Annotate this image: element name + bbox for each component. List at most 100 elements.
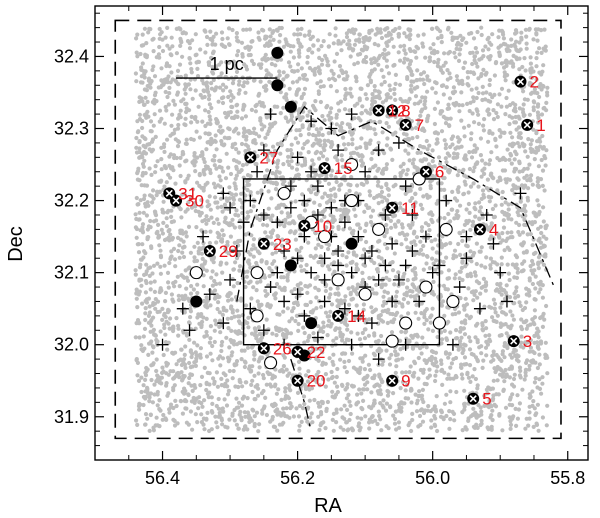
- field-star: [539, 50, 544, 56]
- field-star: [175, 274, 180, 279]
- field-star: [193, 363, 198, 368]
- field-star: [208, 303, 213, 308]
- field-star: [441, 92, 446, 97]
- field-star: [370, 414, 375, 419]
- field-star: [374, 291, 379, 296]
- field-star: [259, 391, 264, 396]
- field-star: [409, 83, 414, 88]
- field-star: [313, 253, 318, 258]
- field-star: [245, 173, 251, 178]
- field-star: [467, 347, 473, 352]
- field-star: [137, 112, 142, 117]
- field-star: [504, 104, 509, 109]
- field-star: [187, 56, 192, 61]
- field-star: [328, 292, 333, 297]
- field-star: [194, 129, 199, 134]
- field-star: [509, 135, 515, 140]
- field-star: [167, 91, 172, 96]
- field-star: [142, 26, 147, 31]
- field-star: [190, 96, 195, 101]
- field-star: [346, 142, 351, 147]
- field-star: [475, 340, 480, 345]
- field-star: [171, 246, 177, 251]
- field-star: [146, 266, 151, 271]
- field-star: [239, 116, 245, 121]
- field-star: [523, 426, 528, 431]
- field-star: [481, 284, 486, 289]
- field-star: [527, 289, 532, 294]
- field-star: [185, 176, 190, 181]
- field-star: [143, 370, 148, 375]
- field-star: [392, 416, 398, 422]
- field-star: [347, 302, 352, 307]
- field-star: [385, 246, 390, 251]
- field-star: [420, 77, 426, 82]
- field-star: [281, 77, 286, 82]
- field-star: [433, 356, 438, 361]
- field-star: [398, 164, 403, 169]
- field-star: [175, 235, 181, 240]
- field-star: [367, 317, 372, 322]
- field-star: [514, 55, 519, 60]
- field-star: [143, 95, 148, 100]
- field-star: [186, 224, 192, 229]
- field-star: [311, 43, 316, 48]
- field-star: [527, 416, 532, 421]
- field-star: [231, 284, 236, 289]
- field-star: [498, 305, 503, 310]
- field-star: [295, 79, 300, 84]
- field-star: [178, 399, 184, 404]
- field-star: [441, 417, 446, 422]
- field-star: [490, 131, 495, 136]
- field-star: [278, 57, 284, 62]
- field-star: [209, 215, 214, 220]
- field-star: [276, 203, 281, 208]
- field-star: [450, 142, 455, 147]
- field-star: [439, 241, 444, 246]
- field-star: [313, 276, 318, 281]
- field-star: [470, 50, 475, 55]
- field-star: [331, 71, 336, 76]
- field-star: [512, 347, 517, 352]
- field-star: [160, 370, 165, 375]
- field-star: [176, 333, 181, 338]
- field-star: [356, 116, 361, 121]
- field-star: [251, 140, 256, 145]
- field-star: [439, 303, 444, 308]
- field-star: [139, 283, 144, 288]
- field-star: [426, 404, 431, 409]
- field-star: [375, 183, 380, 188]
- field-star: [416, 355, 421, 361]
- field-star: [392, 91, 397, 96]
- field-star: [201, 88, 206, 93]
- field-star: [430, 219, 435, 225]
- field-star: [270, 251, 275, 256]
- field-star: [151, 263, 157, 268]
- field-star: [456, 139, 461, 144]
- field-star: [420, 387, 425, 392]
- field-star: [450, 90, 455, 95]
- field-star: [443, 121, 449, 126]
- field-star: [168, 255, 173, 260]
- field-star: [160, 210, 165, 215]
- field-star: [159, 157, 164, 162]
- field-star: [284, 367, 289, 372]
- field-star: [182, 352, 187, 357]
- field-star: [193, 385, 198, 390]
- field-star: [211, 260, 216, 265]
- field-star: [427, 211, 432, 216]
- field-star: [203, 131, 208, 136]
- field-star: [379, 428, 384, 433]
- field-star: [402, 31, 407, 36]
- field-star: [187, 108, 192, 113]
- field-star: [217, 354, 222, 359]
- field-star: [416, 101, 421, 106]
- field-star: [189, 66, 194, 72]
- field-star: [396, 420, 401, 425]
- field-star: [338, 357, 343, 362]
- field-star: [332, 269, 337, 274]
- field-star: [391, 391, 396, 396]
- field-star: [351, 127, 357, 132]
- field-star: [439, 40, 444, 45]
- field-star: [334, 122, 339, 127]
